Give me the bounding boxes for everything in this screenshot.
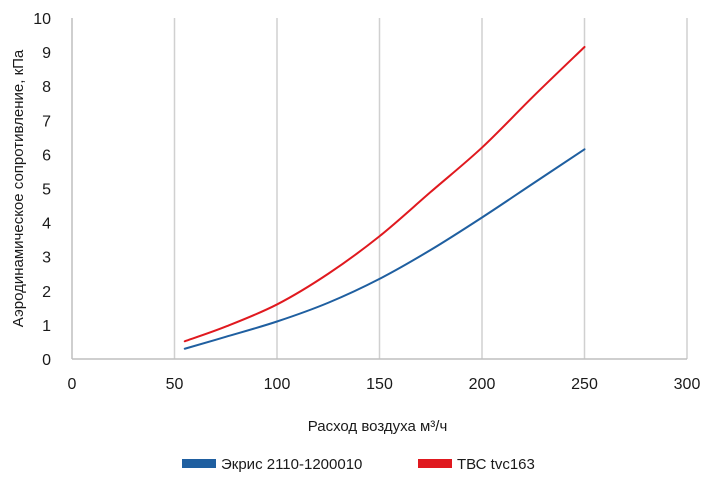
x-tick-label: 0 (68, 376, 77, 393)
y-tick-label: 4 (42, 216, 51, 233)
grid-layer (173, 18, 688, 359)
x-tick-label: 100 (264, 376, 291, 393)
y-axis-title: Аэродинамическое сопротивление, кПа (10, 49, 27, 327)
x-axis-title: Расход воздуха м³/ч (308, 418, 448, 435)
legend-swatch-1 (182, 459, 216, 468)
y-tick-label: 6 (42, 147, 51, 164)
y-tick-label: 1 (42, 318, 51, 335)
axis-layer (71, 18, 687, 360)
y-tick-label: 5 (42, 182, 51, 199)
y-tick-label: 2 (42, 284, 51, 301)
y-tick-label: 7 (42, 113, 51, 130)
series-line-2 (183, 45, 586, 343)
x-tick-label: 300 (674, 376, 701, 393)
legend: Экрис 2110-1200010 ТВС tvc163 (182, 456, 535, 473)
y-tick-label: 10 (33, 11, 51, 28)
legend-label-1: Экрис 2110-1200010 (221, 456, 362, 472)
y-tick-label: 0 (42, 352, 51, 369)
legend-swatch-2 (418, 459, 452, 468)
y-tick-label: 8 (42, 79, 51, 96)
legend-label-2: ТВС tvc163 (457, 456, 535, 472)
x-tick-label: 50 (166, 376, 184, 393)
tick-label-layer: 0 50 100 150 200 250 300 0 1 2 3 4 5 6 7 8 9 10 (33, 11, 700, 393)
x-tick-label: 250 (571, 376, 598, 393)
series-line-1 (183, 148, 586, 350)
y-tick-label: 3 (42, 250, 51, 267)
x-tick-label: 150 (366, 376, 393, 393)
x-tick-label: 200 (469, 376, 496, 393)
series-layer (183, 45, 586, 350)
y-tick-label: 9 (42, 45, 51, 62)
